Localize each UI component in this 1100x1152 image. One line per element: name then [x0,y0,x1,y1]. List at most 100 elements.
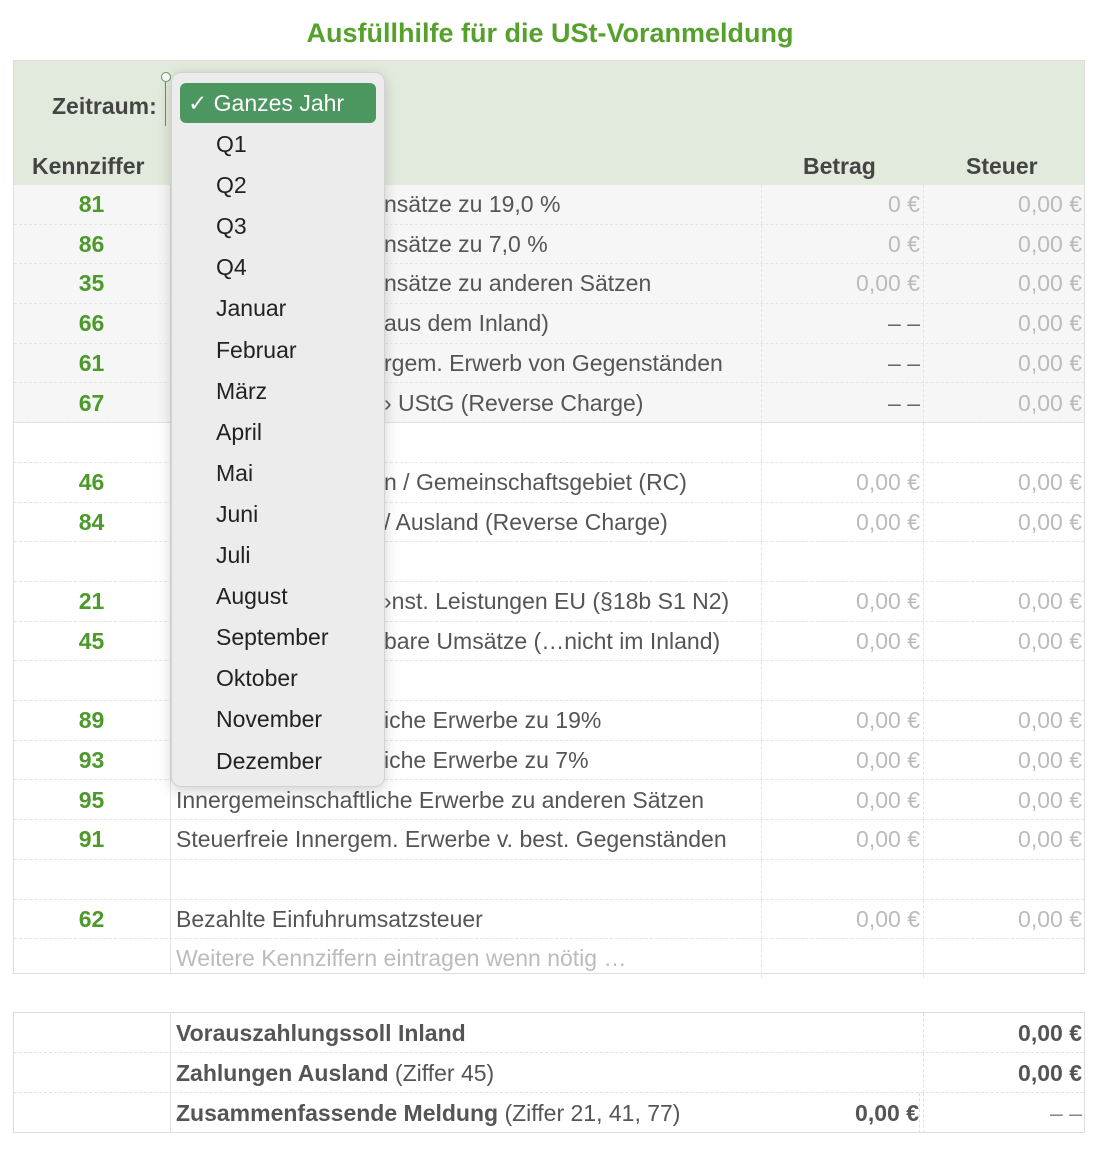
description: Steuerfreie Innergem. Erwerbe v. best. G… [176,826,727,853]
betrag-cell[interactable]: – – [761,343,920,383]
steuer-cell[interactable]: 0,00 € [923,502,1082,542]
steuer-cell[interactable]: 0,00 € [923,185,1082,224]
description: iche Erwerbe zu 19% [384,707,602,734]
option-selected[interactable]: ✓ Ganzes Jahr [180,83,376,123]
description: n / Gemeinschaftsgebiet (RC) [384,468,687,495]
option-februar[interactable]: Februar [216,336,297,363]
steuer-cell[interactable] [923,423,1082,463]
steuer-cell[interactable]: 0,00 € [923,304,1082,344]
betrag-cell[interactable] [761,423,920,463]
description: aus dem Inland) [384,310,549,337]
option-november[interactable]: November [216,706,323,733]
placeholder-row[interactable]: Weitere Kennziffern eintragen wenn nötig… [14,939,1084,979]
steuer-cell [923,939,1082,979]
cell-selection-line [165,82,166,126]
betrag-cell[interactable] [761,859,920,899]
kennziffer: 84 [78,508,105,535]
summary-row: Vorauszahlungssoll Inland 0,00 € [14,1013,1084,1053]
option-oktober[interactable]: Oktober [216,665,298,692]
table-row[interactable]: 89 iche Erwerbe zu 19% 0,00 €0,00 € [14,701,1084,741]
steuer-cell[interactable]: 0,00 € [923,780,1082,820]
option-q1[interactable]: Q1 [216,131,247,157]
description: / Ausland (Reverse Charge) [384,508,668,535]
steuer-cell[interactable]: 0,00 € [923,462,1082,502]
option-mai[interactable]: Mai [216,459,254,486]
summary-steuer: – – [923,1093,1082,1133]
table-row[interactable]: 81 nsätze zu 19,0 % 0 €0,00 € [14,185,1084,225]
steuer-cell[interactable]: 0,00 € [923,899,1082,939]
betrag-cell[interactable]: 0,00 € [761,621,920,661]
betrag-cell[interactable]: 0,00 € [761,462,920,502]
option-märz[interactable]: März [216,377,268,404]
table-row[interactable] [14,423,1084,463]
table-row[interactable]: 67 › UStG (Reverse Charge) – –0,00 € [14,383,1084,424]
table-row[interactable]: 66 aus dem Inland) – –0,00 € [14,304,1084,344]
table-row[interactable]: 86 nsätze zu 7,0 % 0 €0,00 € [14,224,1084,265]
steuer-cell[interactable]: 0,00 € [923,383,1082,423]
betrag-cell[interactable]: 0 € [761,185,920,224]
description: bare Umsätze (…nicht im Inland) [384,627,721,654]
option-september[interactable]: September [216,624,329,651]
column-betrag: Betrag [803,153,876,179]
summary-label: Zahlungen Ausland (Ziffer 45) [176,1060,495,1086]
betrag-cell[interactable]: 0,00 € [761,264,920,304]
option-juli[interactable]: Juli [216,542,251,568]
zeitraum-dropdown-menu[interactable]: ✓ Ganzes Jahr Q1 Q2 Q3 Q4 Januar Februar März A… [171,72,385,787]
table-row[interactable]: 95 Innergemeinschaftliche Erwerbe zu ande… [14,780,1084,821]
betrag-cell[interactable]: 0,00 € [761,899,920,939]
table-row[interactable]: 61 rgem. Erwerb von Gegenständen – –0,00 € [14,343,1084,384]
steuer-cell[interactable] [923,661,1082,701]
steuer-cell[interactable]: 0,00 € [923,740,1082,780]
table-row[interactable] [14,661,1084,702]
steuer-cell[interactable]: 0,00 € [923,621,1082,661]
table-row[interactable]: 35 nsätze zu anderen Sätzen 0,00 €0,00 € [14,264,1084,305]
table-row[interactable]: 21 ›nst. Leistungen EU (§18b S1 N2) 0,00 €… [14,582,1084,622]
kennziffer: 67 [78,389,105,416]
table-row[interactable] [14,859,1084,900]
betrag-cell[interactable]: 0,00 € [761,701,920,741]
steuer-cell[interactable]: 0,00 € [923,820,1082,860]
steuer-cell[interactable]: 0,00 € [923,264,1082,304]
betrag-cell[interactable]: 0,00 € [761,582,920,621]
option-q2[interactable]: Q2 [216,172,247,199]
option-august[interactable]: August [216,583,288,610]
table-row[interactable]: 84 / Ausland (Reverse Charge) 0,00 €0,00 € [14,502,1084,543]
table-row[interactable]: 93 iche Erwerbe zu 7% 0,00 €0,00 € [14,740,1084,781]
option-q3[interactable]: Q3 [216,213,247,240]
option-juni[interactable]: Juni [216,500,259,527]
steuer-cell[interactable]: 0,00 € [923,343,1082,383]
table-row[interactable]: 62 Bezahlte Einfuhrumsatzsteuer 0,00 €0,00… [14,899,1084,940]
betrag-cell[interactable]: 0,00 € [761,502,920,542]
betrag-cell[interactable] [761,542,920,582]
betrag-cell[interactable]: 0,00 € [761,740,920,780]
add-kennziffer-placeholder[interactable]: Weitere Kennziffern eintragen wenn nötig… [176,945,627,972]
betrag-cell[interactable]: – – [761,383,920,423]
summary-steuer: 0,00 € [923,1053,1082,1093]
description: rgem. Erwerb von Gegenständen [384,349,723,376]
steuer-cell[interactable] [923,542,1082,582]
table-row[interactable] [14,542,1084,582]
kennziffer: 89 [78,707,105,734]
betrag-cell[interactable]: 0,00 € [761,820,920,860]
steuer-cell[interactable]: 0,00 € [923,701,1082,741]
betrag-cell[interactable]: 0 € [761,224,920,264]
kennziffer: 21 [78,588,105,614]
betrag-cell[interactable] [761,661,920,701]
option-januar[interactable]: Januar [216,295,287,322]
option-q4[interactable]: Q4 [216,254,247,281]
table-row[interactable]: 46 n / Gemeinschaftsgebiet (RC) 0,00 €0,00… [14,462,1084,503]
kennziffer: 35 [78,270,105,297]
steuer-cell[interactable]: 0,00 € [923,224,1082,264]
betrag-cell[interactable]: – – [761,304,920,344]
kennziffer: 46 [78,468,105,495]
option-april[interactable]: April [216,418,263,445]
option-dezember[interactable]: Dezember [216,747,323,774]
betrag-cell[interactable]: 0,00 € [761,780,920,820]
steuer-cell[interactable] [923,859,1082,899]
check-icon: ✓ [188,90,208,116]
cell-selection-handle[interactable] [161,72,171,82]
steuer-cell[interactable]: 0,00 € [923,582,1082,621]
table-row[interactable]: 91 Steuerfreie Innergem. Erwerbe v. best.… [14,820,1084,860]
table-row[interactable]: 45 bare Umsätze (…nicht im Inland) 0,00 €0… [14,621,1084,662]
divider [170,185,171,973]
